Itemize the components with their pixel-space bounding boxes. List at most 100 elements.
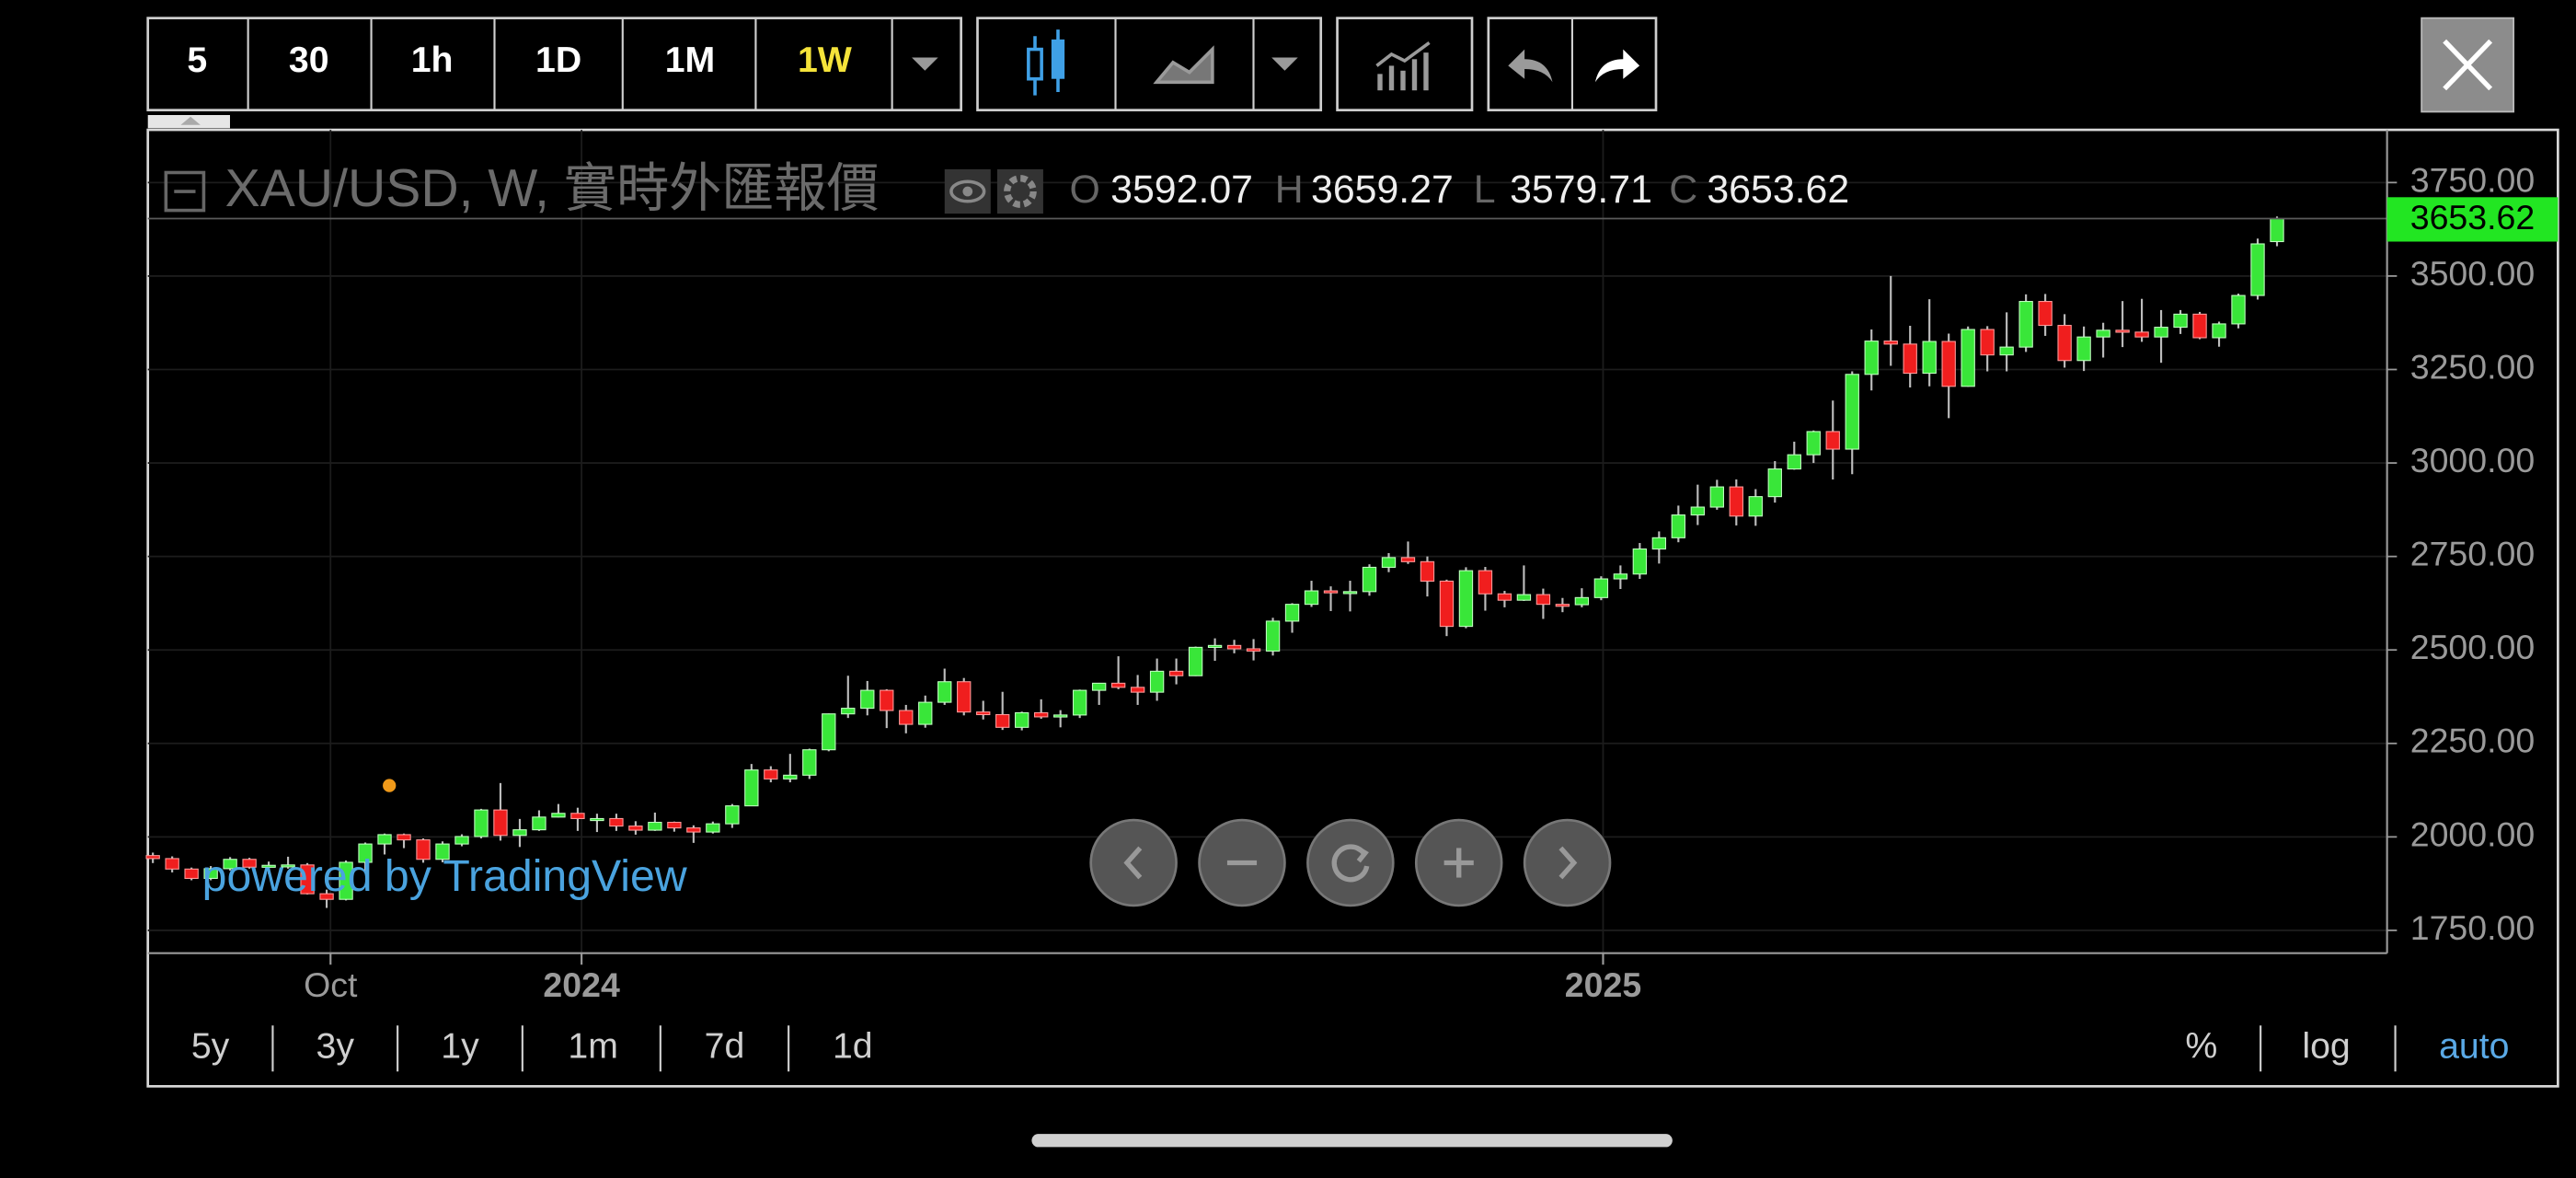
undo-icon[interactable] [1508, 49, 1553, 83]
candle-body [223, 859, 237, 870]
candle-body [2192, 313, 2207, 339]
scale-button[interactable]: log [2302, 1026, 2350, 1067]
range-button[interactable]: 7d [705, 1026, 745, 1067]
interval-button[interactable]: 1M [665, 40, 716, 80]
x-tick-label: 2025 [1565, 965, 1641, 1004]
candle-body [397, 834, 411, 841]
candle-body [1400, 557, 1416, 562]
ohlc-letter: C [1669, 167, 1697, 212]
candle-body [358, 843, 373, 863]
range-button[interactable]: 1m [568, 1026, 618, 1067]
candle-body [2212, 323, 2226, 339]
collapse-icon[interactable] [164, 170, 206, 213]
candle-body [319, 893, 334, 900]
candle-body [1439, 580, 1455, 628]
redo-icon[interactable] [1594, 49, 1640, 83]
candle-icon[interactable] [1027, 29, 1065, 96]
candle-body [1130, 687, 1145, 693]
candle-body [1961, 329, 1975, 387]
interval-button[interactable]: 5 [187, 40, 207, 80]
collapse-arrow [180, 116, 201, 125]
candle-body [1748, 496, 1763, 517]
candle-body [1110, 682, 1126, 688]
x-tick-label: Oct [304, 965, 358, 1004]
candle-body [880, 689, 894, 711]
candle-body [648, 821, 662, 831]
indicator-toolbar [1336, 17, 1474, 111]
candle-body [1362, 566, 1377, 593]
scroll-left-button[interactable] [1089, 818, 1178, 907]
candle-body [1883, 341, 1898, 345]
line-icon[interactable] [1153, 45, 1214, 85]
candle-body [937, 681, 952, 703]
candle-body [1845, 374, 1859, 450]
close-button[interactable] [2421, 17, 2515, 113]
candle-body [1516, 594, 1532, 601]
candle-body [1497, 593, 1512, 601]
candle-body [1265, 620, 1281, 652]
candle-body [454, 836, 469, 845]
last-price-label: 3653.62 [2410, 198, 2536, 237]
range-button[interactable]: 5y [191, 1026, 230, 1067]
candle-body [1709, 486, 1724, 508]
candle-body [377, 834, 392, 845]
candle-body [995, 713, 1010, 728]
scroll-right-button[interactable] [1523, 818, 1612, 907]
candle-body [1034, 711, 1049, 718]
candle-body [2231, 294, 2246, 325]
candle-body [2096, 329, 2110, 338]
candle-body [300, 864, 315, 895]
range-button[interactable]: 1y [441, 1026, 479, 1067]
candle-body [1015, 711, 1029, 728]
candle-body [281, 864, 295, 868]
interval-button[interactable]: 1h [411, 40, 454, 80]
candle-body [339, 861, 353, 900]
candle-body [609, 817, 624, 827]
candle-body [1806, 431, 1821, 456]
candle-body [1574, 596, 1590, 606]
candle-body [1342, 591, 1358, 595]
interval-button[interactable]: 30 [289, 40, 329, 80]
gear-icon [1004, 175, 1037, 208]
candle-body [1478, 570, 1493, 595]
candle-body [2154, 327, 2168, 338]
candle-body [1091, 682, 1107, 691]
indicator-icon[interactable] [1375, 40, 1431, 91]
dropdown-arrow[interactable] [1271, 57, 1298, 71]
y-tick-label: 1750.00 [2410, 908, 2536, 947]
candle-body [1458, 570, 1474, 628]
candle-body [841, 708, 856, 715]
y-tick-label: 3750.00 [2410, 160, 2536, 199]
history-toolbar [1487, 17, 1658, 111]
interval-toolbar: 5 30 1h 1D 1M 1W [146, 17, 962, 111]
home-indicator [1031, 1134, 1673, 1148]
interval-button-active[interactable]: 1W [798, 40, 853, 80]
interval-button[interactable]: 1D [535, 40, 581, 80]
candle-body [860, 689, 875, 710]
candle-body [1188, 646, 1203, 676]
ohlc-value: 3579.71 [1510, 167, 1652, 212]
candle-body [493, 809, 508, 837]
candle-body [1304, 590, 1319, 606]
candle-body [802, 749, 817, 776]
candle-body [667, 821, 682, 829]
y-tick-label: 2500.00 [2410, 628, 2536, 666]
scale-button[interactable]: auto [2439, 1026, 2509, 1067]
marker-dot [383, 779, 397, 792]
candle-body [145, 855, 160, 860]
range-button[interactable]: 3y [316, 1026, 355, 1067]
candle-body [1941, 341, 1956, 387]
scale-button[interactable]: % [2185, 1026, 2217, 1067]
candle-body [1052, 714, 1068, 718]
plot-area [145, 216, 2387, 908]
chart-frame [146, 128, 2559, 1088]
candle-body [551, 813, 566, 818]
reset-button[interactable] [1306, 818, 1395, 907]
candle-body [1149, 670, 1165, 693]
candle-body [1323, 590, 1339, 594]
y-tick-label: 3000.00 [2410, 441, 2536, 479]
range-button[interactable]: 1d [833, 1026, 873, 1067]
y-tick-label: 2750.00 [2410, 535, 2536, 573]
dropdown-arrow[interactable] [912, 57, 938, 71]
